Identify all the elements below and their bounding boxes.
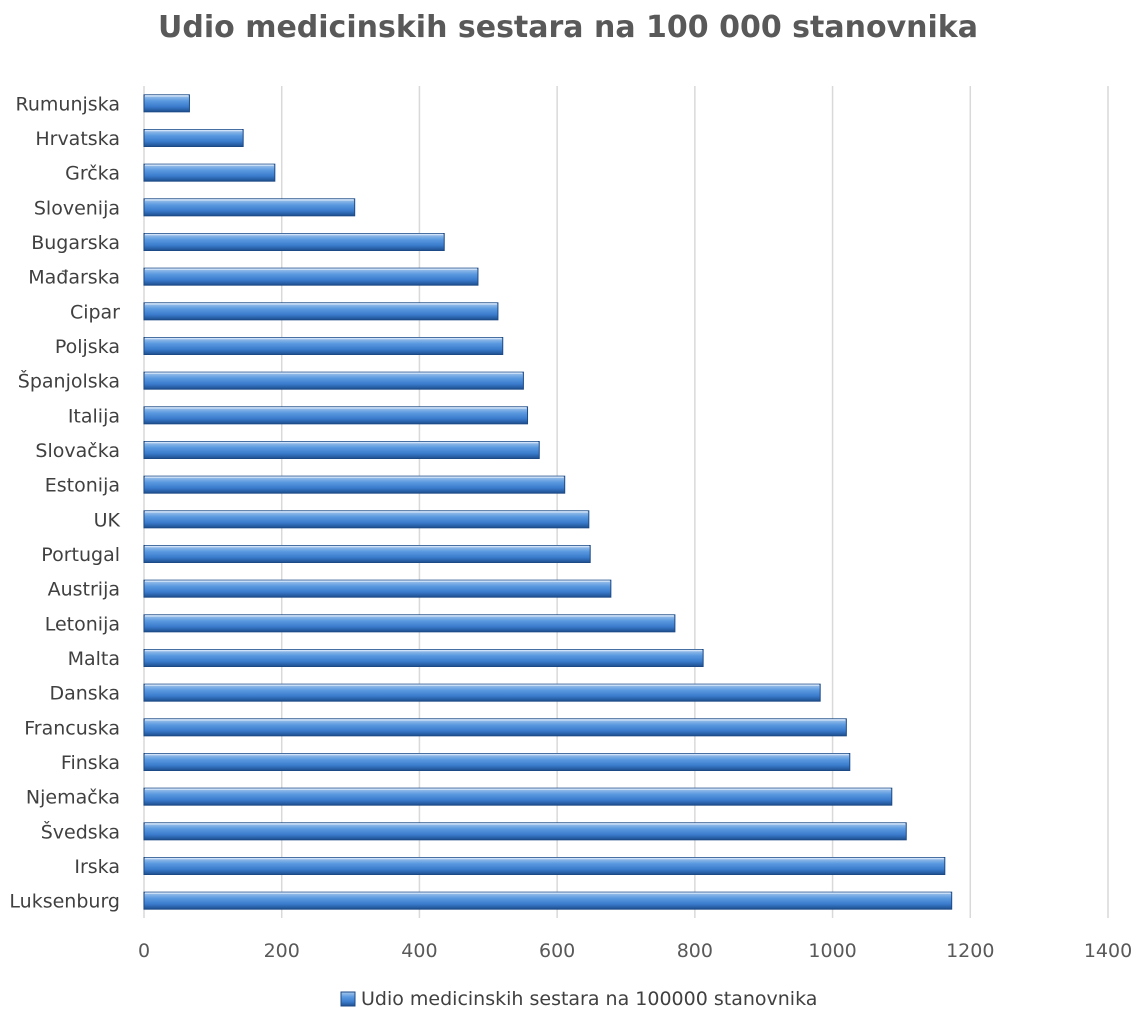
bar-Portugal: [143, 545, 591, 563]
bar-Španjolska: [143, 371, 524, 390]
bar-Finska: [143, 753, 851, 771]
legend: Udio medicinskih sestara na 100000 stano…: [340, 988, 817, 1010]
gridlines: [143, 86, 1109, 918]
legend-swatch: [340, 991, 356, 1007]
legend-label: Udio medicinskih sestara na 100000 stano…: [361, 988, 817, 1010]
category-label: Luksenburg: [9, 891, 120, 913]
category-label: UK: [94, 509, 121, 531]
x-axis-tick-labels: 0 200 400 600 800 1000 1200 1400: [138, 940, 1132, 962]
category-label: Irska: [74, 856, 120, 878]
category-label: Letonija: [45, 613, 120, 635]
bar-Malta: [143, 649, 704, 667]
bar-Hrvatska: [143, 129, 244, 147]
x-tick-label: 0: [138, 940, 150, 962]
category-label: Italija: [68, 405, 120, 427]
category-label: Malta: [68, 648, 120, 670]
category-label: Bugarska: [31, 232, 120, 254]
bar-Njemačka: [143, 787, 893, 806]
bar-Francuska: [143, 718, 847, 737]
chart-title: Udio medicinskih sestara na 100 000 stan…: [158, 10, 978, 45]
category-label: Cipar: [70, 301, 120, 323]
category-label: Danska: [49, 683, 120, 705]
category-label: Slovenija: [34, 197, 120, 219]
bar-Slovenija: [143, 198, 356, 217]
bar-Cipar: [143, 302, 499, 321]
bar-Estonija: [143, 475, 566, 494]
bar-Bugarska: [143, 233, 445, 251]
category-label: Finska: [61, 752, 120, 774]
category-label: Portugal: [41, 544, 120, 566]
category-label: Francuska: [24, 717, 120, 739]
x-tick-label: 1000: [808, 940, 856, 962]
category-label: Njemačka: [26, 787, 120, 809]
x-tick-label: 400: [401, 940, 437, 962]
bar-Luksenburg: [143, 891, 953, 910]
category-label: Hrvatska: [35, 128, 120, 150]
bar-Italija: [143, 406, 529, 425]
category-labels: Rumunjska Hrvatska Grčka Slovenija Bugarska M…: [9, 93, 120, 912]
category-label: Rumunjska: [16, 93, 120, 115]
bar-Letonija: [143, 614, 676, 633]
bar-Slovačka: [143, 441, 540, 459]
bar-UK: [143, 510, 590, 529]
category-label: Švedska: [41, 819, 120, 843]
x-tick-label: 1400: [1084, 940, 1132, 962]
category-label: Slovačka: [35, 440, 120, 462]
category-label: Grčka: [65, 163, 120, 185]
category-label: Španjolska: [18, 369, 120, 393]
category-label: Estonija: [45, 475, 120, 497]
category-label: Poljska: [55, 336, 120, 358]
bar-Irska: [143, 857, 946, 875]
bar-Danska: [143, 683, 821, 702]
x-tick-label: 1200: [946, 940, 994, 962]
bar-Poljska: [143, 337, 504, 355]
bar-Rumunjska: [143, 94, 190, 113]
bar-Austrija: [143, 579, 612, 598]
x-tick-label: 600: [539, 940, 575, 962]
x-tick-label: 800: [677, 940, 713, 962]
bar-Švedska: [143, 822, 907, 841]
x-tick-label: 200: [264, 940, 300, 962]
bar-Mađarska: [143, 267, 479, 286]
bars: [143, 94, 953, 910]
category-label: Austrija: [48, 579, 120, 601]
bar-Grčka: [143, 163, 276, 182]
category-label: Mađarska: [28, 267, 120, 289]
